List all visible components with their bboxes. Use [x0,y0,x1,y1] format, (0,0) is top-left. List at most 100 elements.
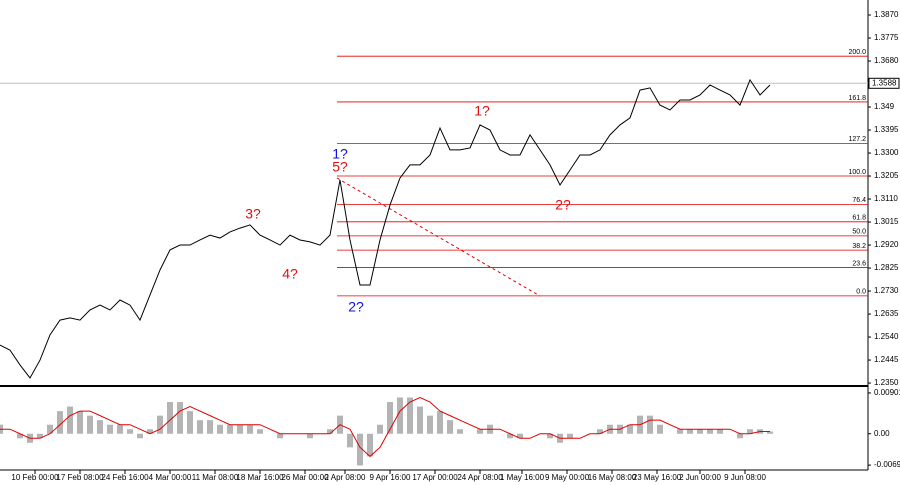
macd-bar [437,411,443,434]
macd-bar [477,429,483,434]
x-tick-label: 11 Mar 08:00 [192,473,239,482]
macd-bar [427,415,433,434]
macd-bar [697,429,703,434]
x-tick-label: 1 May 16:00 [500,473,545,482]
fib-label: 50.0 [852,229,866,236]
macd-bar [517,433,523,439]
macd-bar [277,433,283,439]
x-tick-label: 2 Apr 08:00 [325,473,366,482]
y-tick-label: 1.2445 [874,355,899,364]
x-tick-label: 9 May 00:00 [545,473,590,482]
macd-bar [77,411,83,434]
fib-label: 23.6 [852,260,866,267]
wave-label: 2? [555,197,571,213]
fib-label: 200.0 [848,49,866,56]
fib-label: 61.8 [852,215,866,222]
macd-bar [447,420,453,434]
macd-bar [57,411,63,434]
x-tick-label: 2 Jun 00:00 [679,473,721,482]
y-tick-label: 1.3300 [874,148,899,157]
macd-bar [137,433,143,439]
macd-bar [747,429,753,434]
x-tick-label: 26 Mar 00:00 [281,473,329,482]
macd-bar [147,429,153,434]
macd-bar [167,402,173,434]
macd-bar [87,415,93,434]
macd-bar [397,397,403,434]
macd-bar [157,415,163,434]
macd-bar [357,433,363,466]
x-tick-label: 10 Feb 00:00 [11,473,59,482]
macd-bar [767,431,773,434]
macd-bar [177,402,183,434]
macd-bar [377,424,383,434]
macd-bar [187,411,193,434]
macd-bar [327,429,333,434]
y-tick-label: 1.349 [874,102,895,111]
macd-bar [547,433,553,439]
y-tick-label: 0.00901 [874,388,900,397]
macd-bar [107,424,113,434]
last-price-box [868,77,900,89]
macd-bar [387,402,393,434]
wave-label: 1? [332,146,348,162]
x-tick-label: 23 May 16:00 [633,473,682,482]
y-tick-label: 1.3775 [874,33,899,42]
y-tick-label: 1.3395 [874,125,899,134]
macd-bar [257,429,263,434]
macd-bar [47,424,53,434]
y-tick-label: 1.2825 [874,263,899,272]
y-tick-label: 1.2920 [874,240,899,249]
macd-bar [227,424,233,434]
x-tick-label: 17 Apr 00:00 [412,473,458,482]
fib-label: 76.4 [852,197,866,204]
fib-label: 100.0 [848,169,866,176]
x-tick-label: 9 Apr 16:00 [370,473,411,482]
wave-label: 5? [332,159,348,175]
macd-bar [17,433,23,439]
price-line [0,78,771,379]
x-tick-label: 24 Apr 08:00 [457,473,503,482]
wave-label: 1? [474,103,490,119]
y-tick-label: 1.3870 [874,10,899,19]
macd-bar [407,397,413,434]
macd-bar [247,424,253,434]
y-tick-label: 0.00 [874,429,890,438]
macd-bar [97,420,103,434]
y-tick-label: 1.2540 [874,332,899,341]
macd-bar [117,424,123,434]
macd-bar [207,420,213,434]
x-tick-label: 4 Mar 00:00 [149,473,192,482]
macd-bar [67,406,73,434]
y-tick-label: -0.00692 [874,460,900,469]
macd-bar [507,433,513,439]
y-tick-label: 1.3680 [874,56,899,65]
macd-bar [237,424,243,434]
macd-bar [197,420,203,434]
macd-bar [717,429,723,434]
macd-bar [567,433,573,439]
y-tick-label: 1.2635 [874,309,899,318]
wave-label: 2? [348,299,364,315]
macd-bar [597,429,603,434]
fib-label: 161.8 [848,95,866,102]
x-tick-label: 9 Jun 08:00 [724,473,766,482]
macd-bar [127,429,133,434]
y-tick-label: 1.2350 [874,378,899,387]
macd-bar [417,406,423,434]
macd-bar [707,429,713,434]
x-tick-label: 18 Mar 16:00 [236,473,284,482]
macd-bar [627,424,633,434]
wave-label: 4? [282,266,298,282]
macd-bar [457,429,463,434]
fib-label: 127.2 [848,136,866,143]
y-tick-label: 1.2730 [874,286,899,295]
fib-label: 0.0 [856,289,866,296]
macd-bar [687,429,693,434]
last-price-label: 1.3588 [872,78,897,87]
x-tick-label: 17 Feb 08:00 [56,473,104,482]
x-tick-label: 16 May 08:00 [588,473,637,482]
macd-bar [217,424,223,434]
signal-line [0,396,770,458]
